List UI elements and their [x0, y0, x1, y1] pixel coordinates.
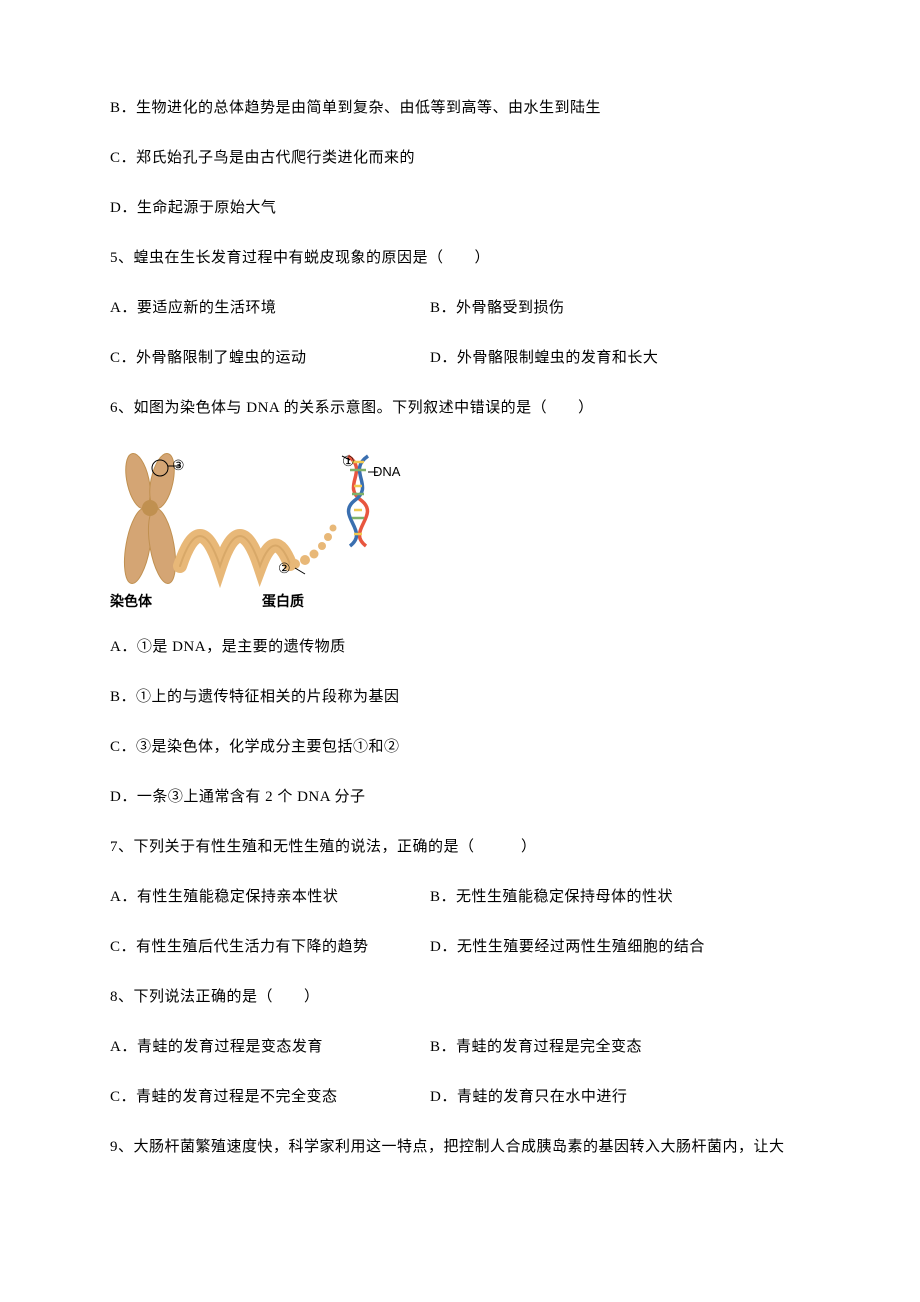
q8-stem: 8、下列说法正确的是（ ）	[110, 985, 810, 1009]
q4-option-c: C．郑氏始孔子鸟是由古代爬行类进化而来的	[110, 146, 810, 170]
q8-row-ab: A．青蛙的发育过程是变态发育 B．青蛙的发育过程是完全变态	[110, 1035, 810, 1059]
q7-option-d: D．无性生殖要经过两性生殖细胞的结合	[430, 935, 810, 959]
q6-option-c: C．③是染色体，化学成分主要包括①和②	[110, 735, 810, 759]
q6-option-d: D．一条③上通常含有 2 个 DNA 分子	[110, 785, 810, 809]
q5-option-c: C．外骨骼限制了蝗虫的运动	[110, 346, 430, 370]
q5-row-cd: C．外骨骼限制了蝗虫的运动 D．外骨骼限制蝗虫的发育和长大	[110, 346, 810, 370]
q8-option-a: A．青蛙的发育过程是变态发育	[110, 1035, 430, 1059]
q7-row-cd: C．有性生殖后代生活力有下降的趋势 D．无性生殖要经过两性生殖细胞的结合	[110, 935, 810, 959]
q6-chromosome-label: 染色体	[110, 591, 152, 611]
q5-option-b: B．外骨骼受到损伤	[430, 296, 810, 320]
q8-option-d: D．青蛙的发育只在水中进行	[430, 1085, 810, 1109]
q8-option-c: C．青蛙的发育过程是不完全变态	[110, 1085, 430, 1109]
q5-stem: 5、蝗虫在生长发育过程中有蜕皮现象的原因是（ ）	[110, 246, 810, 270]
q6-option-a: A．①是 DNA，是主要的遗传物质	[110, 635, 810, 659]
q6-stem: 6、如图为染色体与 DNA 的关系示意图。下列叙述中错误的是（ ）	[110, 396, 810, 420]
q6-option-b: B．①上的与遗传特征相关的片段称为基因	[110, 685, 810, 709]
q7-stem: 7、下列关于有性生殖和无性生殖的说法，正确的是（ ）	[110, 835, 810, 859]
q5-option-a: A．要适应新的生活环境	[110, 296, 430, 320]
q5-row-ab: A．要适应新的生活环境 B．外骨骼受到损伤	[110, 296, 810, 320]
q7-row-ab: A．有性生殖能稳定保持亲本性状 B．无性生殖能稳定保持母体的性状	[110, 885, 810, 909]
q4-option-d: D．生命起源于原始大气	[110, 196, 810, 220]
q6-dna-label: DNA	[373, 464, 400, 479]
q8-option-b: B．青蛙的发育过程是完全变态	[430, 1035, 810, 1059]
chromosome-dna-diagram	[110, 446, 410, 611]
q6-pointer-3: ③	[172, 458, 185, 475]
q6-figure: ③ ② ① DNA 染色体 蛋白质	[110, 446, 410, 611]
q7-option-c: C．有性生殖后代生活力有下降的趋势	[110, 935, 430, 959]
q7-option-a: A．有性生殖能稳定保持亲本性状	[110, 885, 430, 909]
q6-pointer-2: ②	[278, 561, 291, 578]
q5-option-d: D．外骨骼限制蝗虫的发育和长大	[430, 346, 810, 370]
q4-option-b: B．生物进化的总体趋势是由简单到复杂、由低等到高等、由水生到陆生	[110, 96, 810, 120]
q8-row-cd: C．青蛙的发育过程是不完全变态 D．青蛙的发育只在水中进行	[110, 1085, 810, 1109]
q9-stem: 9、大肠杆菌繁殖速度快，科学家利用这一特点，把控制人合成胰岛素的基因转入大肠杆菌…	[110, 1135, 810, 1159]
chromatin-coil	[180, 525, 337, 575]
q6-pointer-1: ①	[342, 454, 355, 471]
q7-option-b: B．无性生殖能稳定保持母体的性状	[430, 885, 810, 909]
q6-protein-label: 蛋白质	[262, 591, 304, 611]
